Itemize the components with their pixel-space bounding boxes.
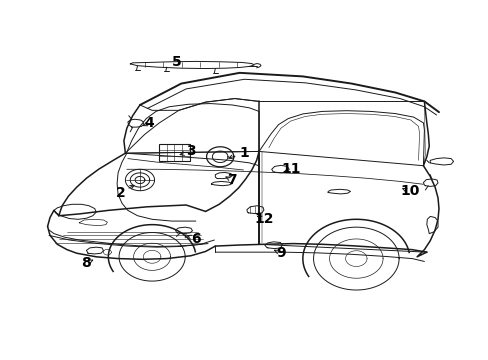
Text: 9: 9 (276, 246, 285, 260)
Text: 6: 6 (191, 232, 200, 246)
Text: 10: 10 (399, 184, 419, 198)
Text: 5: 5 (171, 55, 181, 69)
Text: 4: 4 (144, 116, 154, 130)
Text: 12: 12 (254, 212, 273, 226)
Text: 1: 1 (239, 146, 249, 160)
Text: 2: 2 (115, 185, 125, 199)
Text: 11: 11 (281, 162, 300, 176)
Bar (159, 144, 189, 161)
Text: 7: 7 (227, 173, 237, 187)
Text: 8: 8 (81, 256, 91, 270)
Text: 3: 3 (186, 144, 195, 158)
